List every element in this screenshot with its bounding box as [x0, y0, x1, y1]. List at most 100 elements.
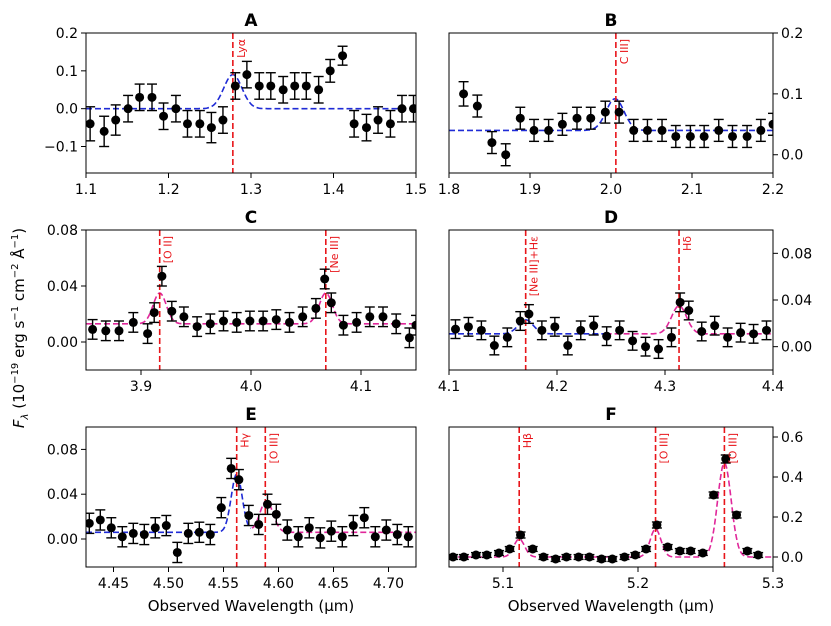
x-tick-label: 1.3: [240, 182, 262, 198]
data-point: [629, 125, 639, 135]
data-point: [572, 113, 582, 123]
data-point: [391, 319, 401, 329]
data-point: [365, 312, 375, 322]
x-tick-label: 2.0: [600, 182, 622, 198]
x-tick-label: 5.3: [762, 576, 784, 592]
data-point: [654, 344, 664, 354]
data-point: [128, 317, 138, 327]
panel-title: E: [245, 405, 257, 425]
data-point: [589, 321, 599, 331]
data-point: [349, 119, 359, 129]
data-point: [614, 107, 624, 117]
panel-title: D: [604, 208, 618, 228]
y-tick-label: 0.08: [47, 442, 78, 458]
y-tick-label: 0.04: [47, 487, 78, 503]
data-point: [183, 528, 193, 538]
data-point: [459, 89, 469, 99]
data-point: [597, 554, 607, 564]
data-point: [135, 92, 145, 102]
fit-curve: [86, 73, 416, 110]
fit-curve: [449, 97, 773, 132]
data-point: [584, 552, 594, 562]
data-point: [111, 115, 121, 125]
data-point: [311, 303, 321, 313]
data-point: [172, 547, 182, 557]
panel-c: C [O II] [Ne III] 3.9 4.0 4.1 0.00 0.04 0.08: [47, 208, 417, 395]
data-point: [742, 131, 752, 141]
data-point: [686, 546, 696, 556]
y-tick-label: 0.00: [47, 335, 78, 351]
y-axis-label-part: −1: [10, 306, 21, 321]
plot-area: [86, 33, 416, 173]
plot-area: [449, 427, 773, 567]
y-tick-label: 0.00: [47, 532, 78, 548]
emission-line-label: Hγ: [239, 433, 252, 448]
y-tick-label: 0.08: [781, 246, 812, 262]
panel-a: A Lyα 1.1 1.2 1.3 1.4 1.5 −0.1 0.0 0.1 0.2: [44, 11, 427, 198]
plot-frame: [85, 426, 417, 568]
data-point: [150, 523, 160, 533]
plot-frame: [85, 229, 417, 371]
data-point: [663, 542, 673, 552]
panel-title: B: [605, 11, 618, 31]
data-point: [315, 533, 325, 543]
data-point: [714, 125, 724, 135]
data-point: [114, 326, 124, 336]
emission-line-label: Hβ: [521, 433, 534, 448]
data-point: [397, 104, 407, 114]
data-point: [487, 138, 497, 148]
data-point: [652, 520, 662, 530]
data-point: [620, 552, 629, 562]
x-tick-label: 1.1: [75, 182, 97, 198]
data-point: [528, 544, 538, 554]
x-axis-label: Observed Wavelength (μm): [148, 597, 355, 615]
data-point: [710, 321, 720, 331]
data-point: [86, 518, 94, 528]
data-point: [732, 510, 742, 520]
y-axis-label-part: F: [10, 419, 28, 428]
data-point: [216, 503, 226, 513]
y-tick-label: 0.0: [56, 102, 78, 118]
data-point: [314, 85, 324, 95]
x-tick-label: 4.70: [373, 576, 404, 592]
data-point: [563, 341, 573, 350]
data-point: [298, 312, 308, 322]
data-point: [182, 119, 192, 129]
emission-line-label: [O III]: [267, 433, 280, 463]
data-point: [362, 123, 371, 133]
data-point: [123, 104, 133, 114]
data-point: [359, 513, 369, 523]
data-point: [450, 324, 460, 334]
panel-title: F: [605, 405, 617, 425]
data-point: [192, 322, 202, 332]
data-point: [282, 525, 292, 535]
data-point: [742, 546, 752, 556]
data-point: [304, 523, 314, 533]
data-point: [179, 312, 189, 322]
y-tick-label: 0.6: [781, 430, 803, 446]
y-axis-label-part: −19: [10, 363, 21, 384]
data-point: [482, 550, 492, 560]
data-point: [147, 92, 157, 102]
data-point: [232, 317, 242, 327]
fit-curve: [605, 304, 773, 335]
data-point: [476, 325, 486, 335]
data-point: [245, 316, 255, 326]
data-point: [642, 125, 652, 135]
y-tick-label: 0.00: [781, 340, 812, 356]
y-axis-label-part: −2: [10, 264, 21, 279]
data-point: [370, 532, 380, 542]
emission-line-label: [Ne III]: [328, 236, 341, 273]
x-tick-label: 4.1: [350, 379, 372, 395]
data-point: [143, 329, 153, 339]
data-point: [602, 331, 612, 341]
data-point: [515, 113, 525, 123]
data-point: [219, 316, 228, 326]
data-point: [88, 324, 98, 334]
y-tick-label: −0.1: [44, 140, 78, 156]
y-tick-label: 0.08: [47, 223, 78, 239]
data-point: [254, 519, 264, 529]
panel-d: D [Ne III]+Hε Hδ 4.1 4.2 4.3 4.4 0.00 0.04 0.08: [438, 208, 812, 395]
data-point: [600, 107, 610, 117]
